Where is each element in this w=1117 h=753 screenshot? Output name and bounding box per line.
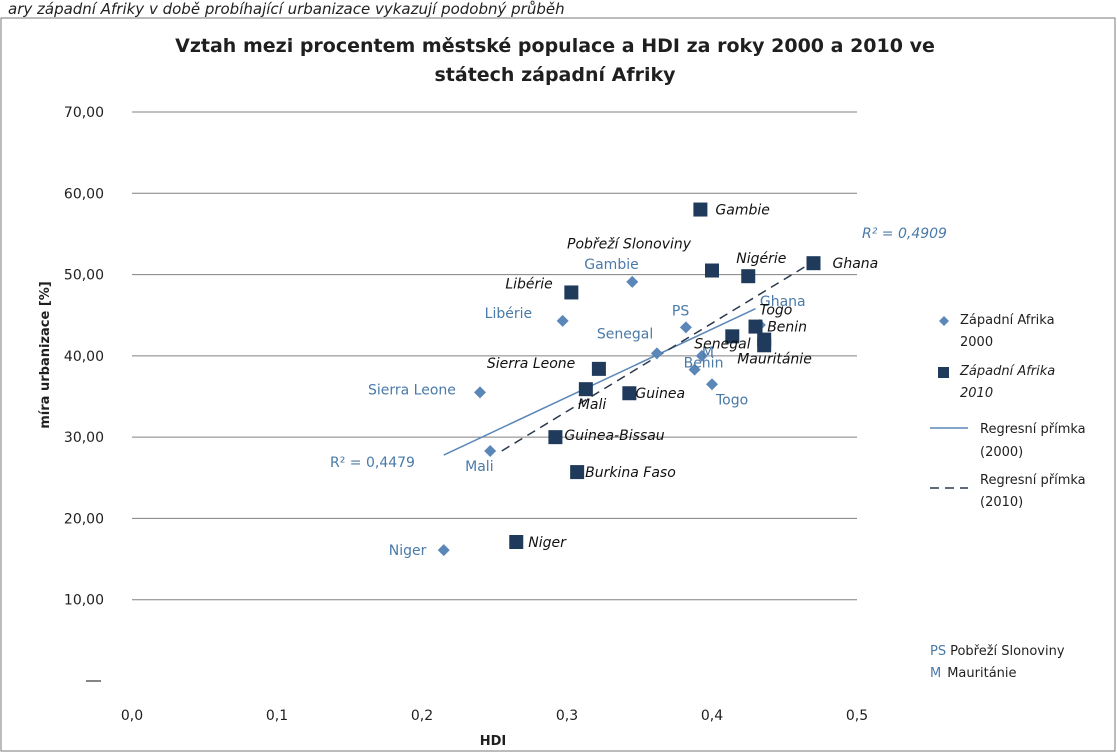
x-tick-label: 0,0	[121, 708, 143, 724]
legend-marker-2000	[939, 316, 949, 326]
point-2000	[695, 349, 708, 362]
point-2010	[748, 319, 763, 334]
x-tick-label: 0,4	[701, 708, 723, 724]
point-label: Libérie	[505, 276, 552, 292]
x-tick-label: 0,3	[556, 708, 578, 724]
point-2000	[474, 386, 486, 399]
abbrev-text-m: Mauritánie	[947, 666, 1016, 681]
chart-title-line2: státech západní Afriky	[434, 64, 676, 86]
point-2010	[578, 382, 593, 397]
point-2010	[806, 256, 821, 271]
point-2010	[564, 285, 579, 300]
legend: Západní Afrika 2000 Západní Afrika 2010 …	[930, 313, 1086, 510]
y-tick-label: 40,00	[64, 349, 104, 365]
gridlines	[132, 111, 857, 601]
point-label: Gambie	[715, 203, 769, 219]
abbrev-code-ps: PS	[930, 644, 946, 659]
point-label: Sierra Leone	[368, 382, 456, 398]
y-tick-label: 70,00	[64, 105, 104, 121]
legend-marker-2010	[938, 367, 949, 378]
top-note: ary západní Afriky v době probíhající ur…	[8, 0, 565, 18]
point-label: Guinea	[635, 386, 685, 402]
point-labels: Niger Mali Sierra Leone Libérie Gambie PS Sene…	[368, 203, 878, 560]
point-label: Senegal	[694, 336, 750, 352]
legend-trend-2000-year: (2000)	[980, 445, 1023, 460]
r2-label-2000: R² = 0,4479	[330, 455, 415, 471]
point-label: Senegal	[597, 326, 653, 342]
trendline-2000	[443, 308, 756, 456]
abbreviation-legend: PS Pobřeží Slonoviny M Mauritánie	[930, 644, 1065, 681]
point-2000	[556, 314, 569, 327]
point-label: Ghana	[760, 294, 806, 310]
point-label: Togo	[760, 303, 793, 319]
point-2010	[591, 361, 606, 376]
point-label: PS	[672, 303, 689, 319]
point-label: Niger	[528, 535, 567, 551]
x-tick-label: 0,2	[411, 708, 433, 724]
point-2010	[725, 329, 740, 344]
abbrev-ps: PS Pobřeží Slonoviny	[930, 644, 1065, 659]
legend-label-2000-year: 2000	[960, 335, 993, 350]
x-tick-label: 0,1	[266, 708, 288, 724]
point-2000	[679, 321, 692, 334]
abbrev-text-ps: Pobřeží Slonoviny	[950, 644, 1065, 659]
point-label: Ghana	[833, 256, 879, 272]
y-tick-label: 20,00	[64, 511, 104, 527]
r2-label-2010: R² = 0,4909	[862, 226, 947, 242]
point-label: Benin	[767, 320, 807, 336]
data-points	[437, 202, 821, 557]
y-tick-label: 30,00	[64, 430, 104, 446]
x-tick-label: 0,5	[846, 708, 868, 724]
point-label: Mali	[465, 459, 493, 475]
chart-title: Vztah mezi procentem městské populace a …	[175, 35, 935, 57]
point-2010	[548, 430, 563, 445]
x-axis-title: HDI	[480, 734, 507, 749]
point-label: M	[702, 345, 714, 361]
point-label: Togo	[715, 392, 748, 408]
point-label: Mali	[578, 397, 607, 413]
x-axis-ticks: 0,0 0,1 0,2 0,3 0,4 0,5	[121, 708, 868, 724]
abbrev-code-m: M	[930, 666, 941, 681]
point-2000	[706, 378, 718, 391]
point-2010	[705, 263, 719, 278]
point-2010	[741, 269, 756, 284]
point-label: Gambie	[584, 257, 638, 273]
legend-trend-2000-label: Regresní přímka	[980, 422, 1086, 437]
point-2000	[437, 544, 450, 557]
point-label: Guinea-Bissau	[564, 428, 664, 444]
point-2000	[484, 444, 497, 457]
point-2000	[650, 347, 663, 360]
y-axis-title: míra urbanizace [%]	[38, 281, 53, 428]
legend-trend-2010-year: (2010)	[980, 495, 1023, 510]
point-2010	[622, 386, 637, 401]
point-label: Benin	[684, 356, 724, 372]
point-2010	[509, 535, 524, 550]
legend-label-2000: Západní Afrika	[960, 313, 1055, 328]
chart-frame	[0, 17, 1116, 752]
y-tick-label: 10,00	[64, 593, 104, 609]
point-2000	[626, 275, 639, 288]
point-2010	[757, 338, 772, 353]
point-2000	[688, 363, 701, 376]
point-label: Libérie	[485, 306, 532, 322]
point-label: Nigérie	[736, 251, 786, 267]
legend-label-2010: Západní Afrika	[959, 364, 1055, 379]
legend-trend-2010-label: Regresní přímka	[980, 473, 1086, 488]
point-label: Burkina Faso	[585, 465, 676, 481]
abbrev-m: M Mauritánie	[930, 666, 1017, 681]
point-label: Mauritánie	[737, 351, 812, 367]
y-tick-label: 60,00	[64, 186, 104, 202]
point-label: Pobřeží Slonoviny	[567, 237, 692, 253]
y-axis-ticks: 10,00 20,00 30,00 40,00 50,00 60,00 70,00	[64, 105, 104, 682]
point-2010	[693, 202, 708, 217]
y-tick-label: 50,00	[64, 268, 104, 284]
point-label: Niger	[389, 543, 427, 559]
legend-label-2010-year: 2010	[960, 386, 993, 401]
point-label: Sierra Leone	[487, 356, 575, 372]
point-2010	[570, 465, 585, 480]
